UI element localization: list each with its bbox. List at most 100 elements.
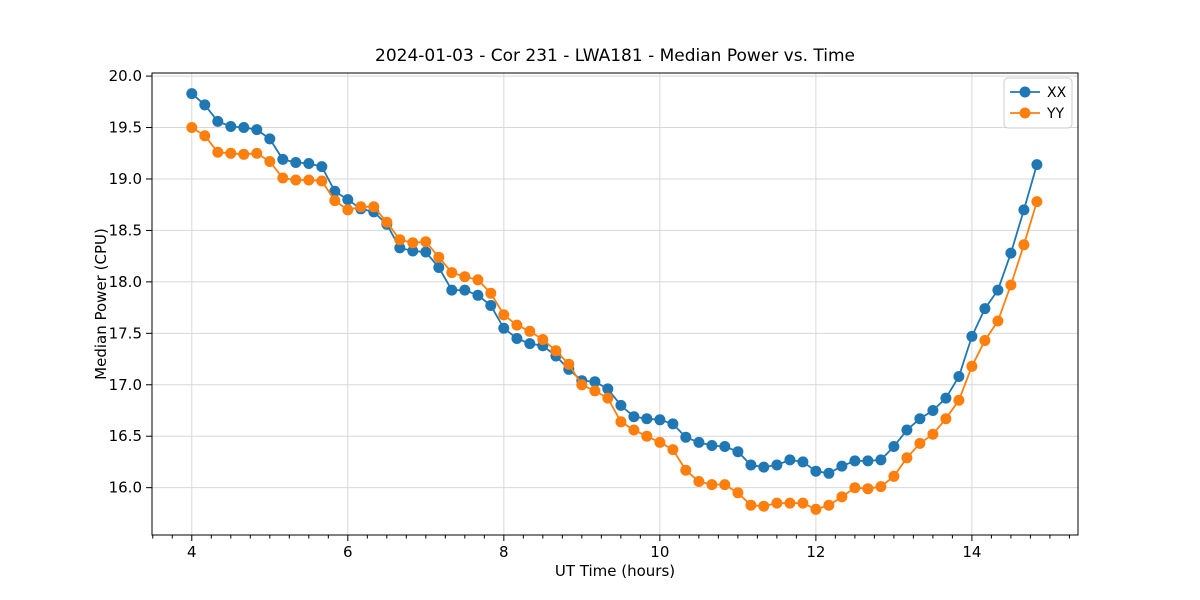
data-point-xx bbox=[862, 455, 874, 467]
data-point-xx bbox=[745, 459, 757, 471]
data-point-yy bbox=[1005, 279, 1017, 291]
data-point-yy bbox=[979, 335, 991, 346]
data-point-xx bbox=[628, 411, 640, 423]
plot-border bbox=[151, 72, 1079, 536]
y-tick-label: 16.5 bbox=[109, 427, 142, 445]
data-point-xx bbox=[420, 246, 432, 258]
data-point-xx bbox=[888, 441, 900, 452]
data-point-yy bbox=[186, 122, 198, 133]
data-point-yy bbox=[680, 464, 692, 476]
data-point-yy bbox=[446, 267, 458, 279]
data-point-yy bbox=[836, 491, 848, 503]
data-point-xx bbox=[940, 392, 952, 404]
data-point-xx bbox=[706, 440, 718, 451]
data-point-yy bbox=[602, 392, 614, 404]
data-point-yy bbox=[524, 325, 536, 337]
data-point-yy bbox=[693, 476, 705, 487]
data-point-xx bbox=[199, 99, 211, 111]
data-point-yy bbox=[784, 497, 796, 509]
data-point-yy bbox=[485, 287, 497, 299]
data-point-yy bbox=[1031, 196, 1043, 208]
data-point-yy bbox=[641, 430, 653, 442]
data-point-xx bbox=[784, 454, 796, 466]
y-tick-label: 16.0 bbox=[109, 479, 142, 497]
data-point-yy bbox=[654, 436, 666, 448]
data-point-yy bbox=[901, 452, 913, 464]
data-point-xx bbox=[459, 284, 471, 296]
data-point-yy bbox=[589, 385, 601, 397]
data-point-xx bbox=[238, 122, 250, 133]
y-tick-label: 19.5 bbox=[109, 119, 142, 137]
data-point-xx bbox=[394, 242, 406, 254]
data-point-xx bbox=[589, 376, 601, 388]
data-point-xx bbox=[615, 399, 627, 411]
data-point-xx bbox=[693, 436, 705, 448]
data-point-yy bbox=[953, 394, 965, 406]
legend-sample-marker-yy bbox=[1019, 107, 1031, 119]
y-tick-label: 20.0 bbox=[109, 67, 142, 85]
data-point-yy bbox=[914, 437, 926, 449]
data-point-yy bbox=[927, 428, 939, 440]
data-point-xx bbox=[901, 424, 913, 436]
data-point-yy bbox=[368, 201, 380, 213]
data-point-xx bbox=[758, 461, 770, 473]
legend-sample-marker-xx bbox=[1019, 86, 1031, 98]
chart-title: 2024-01-03 - Cor 231 - LWA181 - Median P… bbox=[375, 46, 855, 66]
x-tick-label: 4 bbox=[187, 543, 197, 561]
data-point-xx bbox=[992, 284, 1004, 296]
data-point-xx bbox=[849, 455, 861, 467]
data-point-xx bbox=[1018, 204, 1030, 216]
data-point-xx bbox=[264, 133, 276, 145]
data-point-xx bbox=[485, 300, 497, 311]
y-axis-label: Median Power (CPU) bbox=[92, 228, 110, 380]
data-point-yy bbox=[732, 487, 744, 499]
data-point-yy bbox=[316, 175, 328, 187]
data-point-xx bbox=[524, 338, 536, 350]
data-point-xx bbox=[1005, 247, 1017, 259]
data-point-yy bbox=[407, 237, 419, 249]
data-point-xx bbox=[667, 418, 679, 430]
legend-label-xx: XX bbox=[1047, 85, 1067, 101]
data-point-yy bbox=[225, 147, 237, 159]
x-tick-label: 14 bbox=[962, 543, 981, 561]
data-point-yy bbox=[667, 444, 679, 456]
y-tick-label: 17.0 bbox=[109, 376, 142, 394]
data-point-yy bbox=[849, 482, 861, 494]
data-point-xx bbox=[966, 330, 978, 342]
data-point-xx bbox=[979, 303, 991, 315]
data-point-yy bbox=[966, 360, 978, 372]
data-point-yy bbox=[940, 413, 952, 425]
x-tick-label: 10 bbox=[650, 543, 669, 561]
data-point-yy bbox=[1018, 239, 1030, 251]
data-point-yy bbox=[771, 497, 783, 509]
data-point-yy bbox=[329, 195, 341, 207]
data-point-xx bbox=[316, 161, 328, 173]
data-point-xx bbox=[680, 431, 692, 443]
data-point-xx bbox=[602, 383, 614, 395]
data-point-yy bbox=[550, 345, 562, 357]
data-point-xx bbox=[433, 262, 445, 273]
y-tick-label: 19.0 bbox=[109, 170, 142, 188]
data-point-xx bbox=[290, 157, 302, 168]
series-line-xx bbox=[191, 92, 1038, 475]
data-point-xx bbox=[186, 88, 198, 100]
data-point-xx bbox=[511, 333, 523, 344]
data-point-yy bbox=[342, 204, 354, 216]
data-point-yy bbox=[797, 497, 809, 509]
data-point-xx bbox=[823, 467, 835, 479]
x-axis-label: UT Time (hours) bbox=[554, 562, 676, 580]
data-point-yy bbox=[888, 470, 900, 482]
data-point-xx bbox=[797, 456, 809, 468]
data-point-yy bbox=[238, 148, 250, 160]
data-point-xx bbox=[732, 446, 744, 458]
data-point-xx bbox=[446, 284, 458, 296]
data-point-xx bbox=[1031, 159, 1043, 171]
data-point-xx bbox=[342, 194, 354, 206]
data-point-yy bbox=[719, 479, 731, 491]
data-point-xx bbox=[303, 158, 315, 169]
data-point-yy bbox=[264, 156, 276, 167]
data-point-xx bbox=[810, 465, 822, 477]
data-point-yy bbox=[394, 234, 406, 246]
